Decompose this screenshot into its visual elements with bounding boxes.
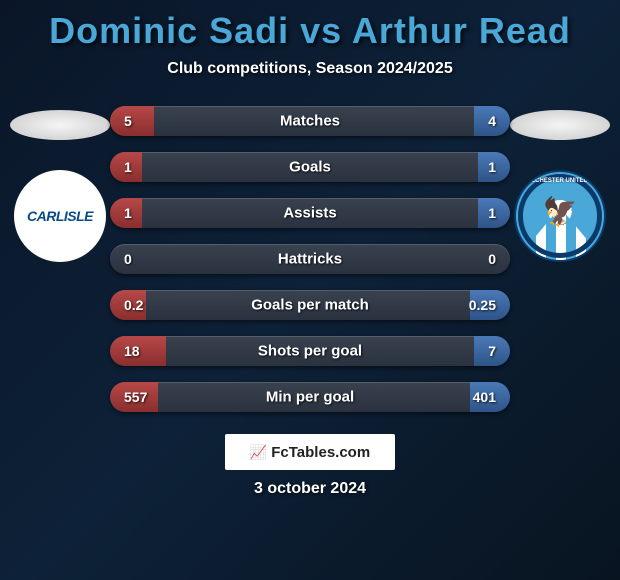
stat-value-left: 557 (124, 389, 147, 405)
stat-value-left: 18 (124, 343, 140, 359)
stat-row: 5 Matches 4 (110, 106, 510, 136)
stat-value-right: 0.25 (469, 297, 496, 313)
stat-value-right: 1 (488, 159, 496, 175)
stat-value-right: 0 (488, 251, 496, 267)
footer-brand-text: FcTables.com (271, 444, 370, 461)
footer-logo: 📈 FcTables.com (225, 434, 395, 470)
stat-value-right: 4 (488, 113, 496, 129)
stat-label: Goals per match (251, 297, 369, 314)
stat-value-right: 401 (473, 389, 496, 405)
stat-row: 0.2 Goals per match 0.25 (110, 290, 510, 320)
stat-value-right: 7 (488, 343, 496, 359)
stat-row: 1 Assists 1 (110, 198, 510, 228)
stat-label: Shots per goal (258, 343, 362, 360)
stat-label: Hattricks (278, 251, 342, 268)
stat-label: Min per goal (266, 389, 354, 406)
stat-value-left: 0 (124, 251, 132, 267)
date-text: 3 october 2024 (0, 480, 620, 498)
chart-icon: 📈 (250, 444, 267, 461)
stat-value-right: 1 (488, 205, 496, 221)
stat-label: Assists (283, 205, 336, 222)
stat-label: Matches (280, 113, 340, 130)
stat-value-left: 1 (124, 205, 132, 221)
page-title: Dominic Sadi vs Arthur Read (0, 10, 620, 52)
stat-value-left: 1 (124, 159, 132, 175)
stat-row: 0 Hattricks 0 (110, 244, 510, 274)
stat-label: Goals (289, 159, 331, 176)
stats-area: 5 Matches 4 1 Goals 1 1 Assists 1 0 Hattricks 0 0.2 G… (0, 106, 620, 412)
stat-value-left: 5 (124, 113, 132, 129)
stat-row: 18 Shots per goal 7 (110, 336, 510, 366)
stat-row: 1 Goals 1 (110, 152, 510, 182)
comparison-card: Dominic Sadi vs Arthur Read Club competi… (0, 0, 620, 580)
stat-value-left: 0.2 (124, 297, 143, 313)
stat-fill-left (110, 106, 154, 136)
subtitle: Club competitions, Season 2024/2025 (0, 60, 620, 78)
stat-row: 557 Min per goal 401 (110, 382, 510, 412)
